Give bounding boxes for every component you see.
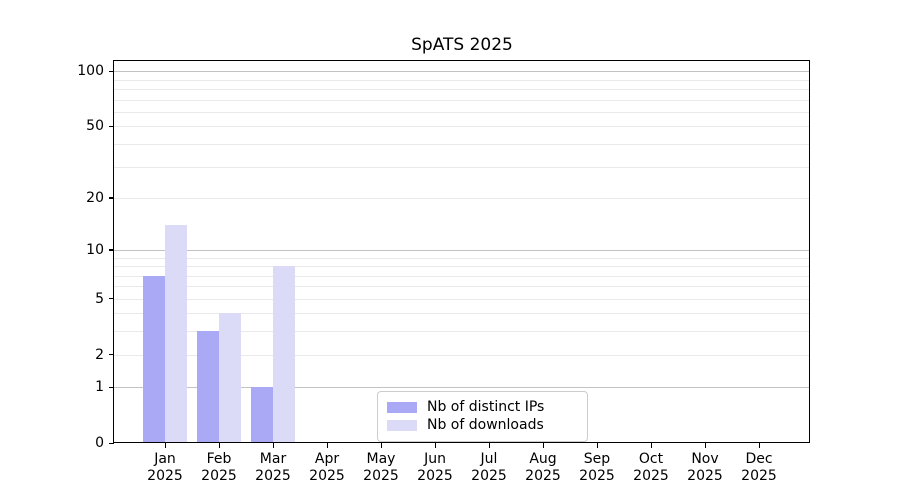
x-tick-mark-jul bbox=[488, 443, 490, 448]
x-tick-label-sep: Sep 2025 bbox=[579, 451, 615, 484]
legend-item-distinct-ips: Nb of distinct IPs bbox=[387, 399, 578, 416]
x-tick-mark-dec bbox=[758, 443, 760, 448]
gridline-y-4 bbox=[114, 313, 810, 314]
y-tick-mark-100 bbox=[109, 70, 114, 73]
gridline-y-9 bbox=[114, 258, 810, 259]
gridline-y-5 bbox=[114, 299, 810, 300]
gridline-y-50 bbox=[114, 126, 810, 127]
y-tick-label-1: 1 bbox=[95, 379, 104, 396]
x-tick-label-dec: Dec 2025 bbox=[741, 451, 777, 484]
bar-nb-of-downloads-feb bbox=[219, 313, 241, 443]
gridline-y-20 bbox=[114, 198, 810, 199]
gridline-y-40 bbox=[114, 144, 810, 145]
x-tick-mark-may bbox=[380, 443, 382, 448]
y-tick-mark-10 bbox=[109, 249, 114, 251]
gridline-y-1 bbox=[114, 387, 810, 388]
x-tick-label-jun: Jun 2025 bbox=[417, 451, 453, 484]
y-tick-mark-20 bbox=[109, 197, 114, 199]
bar-nb-of-distinct-ips-feb bbox=[197, 331, 219, 443]
y-tick-mark-0 bbox=[109, 442, 114, 444]
gridline-y-90 bbox=[114, 80, 810, 81]
x-tick-label-apr: Apr 2025 bbox=[309, 451, 345, 484]
x-tick-label-jan: Jan 2025 bbox=[147, 451, 183, 484]
chart-title: SpATS 2025 bbox=[411, 35, 513, 55]
gridline-y-100 bbox=[114, 71, 810, 72]
bar-nb-of-downloads-jan bbox=[165, 224, 187, 443]
x-tick-mark-sep bbox=[596, 443, 598, 448]
x-tick-mark-oct bbox=[650, 443, 652, 448]
legend-swatch-distinct-ips bbox=[387, 402, 417, 413]
x-tick-label-nov: Nov 2025 bbox=[687, 451, 723, 484]
y-tick-mark-2 bbox=[109, 354, 114, 356]
gridline-y-60 bbox=[114, 112, 810, 113]
gridline-y-10 bbox=[114, 250, 810, 251]
y-tick-mark-50 bbox=[109, 125, 114, 128]
y-tick-mark-5 bbox=[109, 298, 114, 300]
x-tick-label-aug: Aug 2025 bbox=[525, 451, 561, 484]
gridline-y-30 bbox=[114, 167, 810, 168]
x-tick-mark-mar bbox=[272, 443, 274, 448]
gridline-y-7 bbox=[114, 276, 810, 277]
legend: Nb of distinct IPs Nb of downloads bbox=[377, 391, 588, 442]
bar-nb-of-distinct-ips-jan bbox=[143, 275, 165, 443]
x-tick-mark-aug bbox=[542, 443, 544, 448]
legend-label-downloads: Nb of downloads bbox=[427, 417, 544, 433]
legend-swatch-downloads bbox=[387, 420, 417, 431]
y-tick-label-50: 50 bbox=[86, 118, 104, 135]
y-tick-label-5: 5 bbox=[95, 290, 104, 307]
bar-nb-of-distinct-ips-mar bbox=[251, 387, 273, 443]
x-tick-label-oct: Oct 2025 bbox=[633, 451, 669, 484]
gridline-y-8 bbox=[114, 266, 810, 267]
y-tick-label-100: 100 bbox=[77, 63, 104, 80]
x-tick-mark-apr bbox=[326, 443, 328, 448]
y-tick-mark-1 bbox=[109, 386, 114, 388]
gridline-y-3 bbox=[114, 331, 810, 332]
x-tick-label-may: May 2025 bbox=[363, 451, 399, 484]
x-tick-mark-nov bbox=[704, 443, 706, 448]
gridline-y-2 bbox=[114, 355, 810, 356]
x-tick-label-jul: Jul 2025 bbox=[471, 451, 507, 484]
y-tick-label-2: 2 bbox=[95, 346, 104, 363]
x-tick-label-feb: Feb 2025 bbox=[201, 451, 237, 484]
bar-nb-of-downloads-mar bbox=[273, 266, 295, 443]
y-tick-label-10: 10 bbox=[86, 241, 104, 258]
x-tick-mark-feb bbox=[218, 443, 220, 448]
gridline-y-70 bbox=[114, 100, 810, 101]
legend-label-distinct-ips: Nb of distinct IPs bbox=[427, 399, 545, 415]
gridline-y-6 bbox=[114, 286, 810, 287]
y-tick-label-20: 20 bbox=[86, 189, 104, 206]
y-tick-label-0: 0 bbox=[95, 435, 104, 451]
x-tick-mark-jan bbox=[164, 443, 166, 448]
legend-item-downloads: Nb of downloads bbox=[387, 417, 578, 434]
x-tick-label-mar: Mar 2025 bbox=[255, 451, 291, 484]
gridline-y-80 bbox=[114, 89, 810, 90]
x-tick-mark-jun bbox=[434, 443, 436, 448]
